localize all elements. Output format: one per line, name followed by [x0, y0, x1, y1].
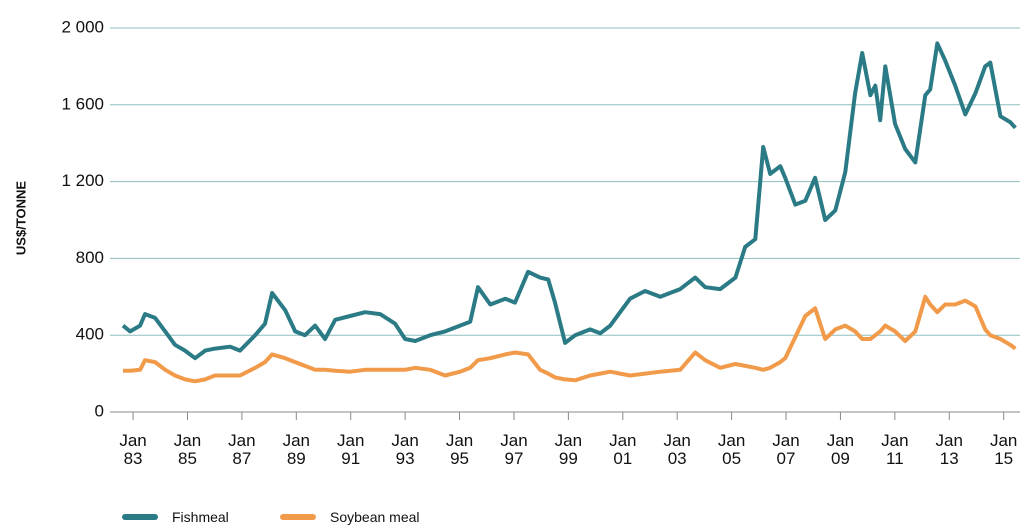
- y-tick-label: 2 000: [61, 17, 104, 36]
- y-tick-label: 1 200: [61, 171, 104, 190]
- series-line: [121, 41, 1017, 361]
- series-line: [123, 294, 1017, 384]
- legend-swatch: [280, 514, 316, 520]
- x-tick-label: Jan 89: [282, 431, 310, 468]
- x-tick-label: Jan 97: [500, 431, 528, 468]
- x-tick-label: Jan 09: [826, 431, 855, 468]
- y-tick-label: 0: [95, 401, 104, 420]
- y-tick-label: 1 600: [61, 94, 104, 113]
- x-tick-label: Jan 15: [989, 431, 1018, 468]
- y-tick-label: 800: [76, 248, 104, 267]
- x-tick-label: Jan 87: [228, 431, 256, 468]
- legend-item: Soybean meal: [280, 509, 420, 525]
- x-tick-label: Jan 05: [717, 431, 746, 468]
- x-tick-label: Jan 07: [772, 431, 800, 468]
- x-tick-label: Jan 91: [337, 431, 365, 468]
- x-tick-label: Jan 03: [663, 431, 691, 468]
- legend-label: Soybean meal: [330, 509, 420, 525]
- legend-label: Fishmeal: [172, 509, 229, 525]
- y-axis-label: US$/TONNE: [13, 181, 28, 255]
- x-tick-label: Jan 13: [935, 431, 963, 468]
- x-tick-label: Jan 95: [445, 431, 474, 468]
- x-tick-label: Jan 11: [881, 431, 909, 468]
- x-tick-label: Jan 85: [173, 431, 202, 468]
- y-tick-label: 400: [76, 325, 104, 344]
- x-tick-label: Jan 93: [391, 431, 419, 468]
- x-tick-label: Jan 99: [554, 431, 583, 468]
- legend-swatch: [122, 514, 158, 520]
- x-tick-label: Jan 01: [609, 431, 637, 468]
- x-tick-label: Jan 83: [119, 431, 147, 468]
- legend-item: Fishmeal: [122, 509, 229, 525]
